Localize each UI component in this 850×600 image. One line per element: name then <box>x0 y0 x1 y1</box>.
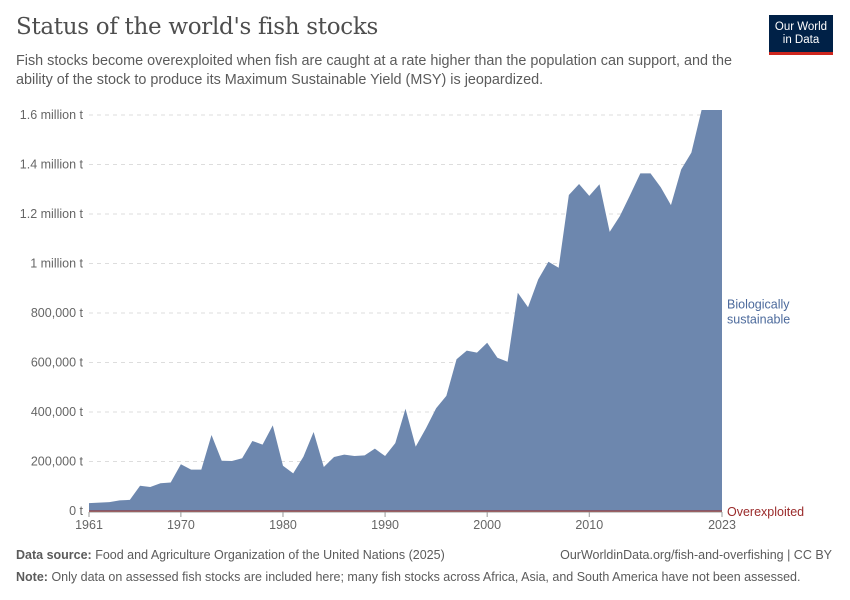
x-tick-label: 2010 <box>575 518 603 532</box>
series-label-biologically-sustainable: Biologically <box>727 298 790 312</box>
y-tick-label: 1 million t <box>30 257 83 271</box>
x-tick-label: 1980 <box>269 518 297 532</box>
chart-title: Status of the world's fish stocks <box>16 14 378 40</box>
chart-subtitle: Fish stocks become overexploited when fi… <box>16 53 732 88</box>
x-tick-label: 2000 <box>473 518 501 532</box>
x-tick-label: 1970 <box>167 518 195 532</box>
y-tick-label: 1.2 million t <box>20 207 84 221</box>
x-tick-label: 1990 <box>371 518 399 532</box>
data-source: Data source: Food and Agriculture Organi… <box>16 548 445 562</box>
note-text: Only data on assessed fish stocks are in… <box>51 570 801 584</box>
y-tick-label: 800,000 t <box>31 306 84 320</box>
logo-line-2: in Data <box>782 33 820 46</box>
y-tick-label: 600,000 t <box>31 356 84 370</box>
series-label-overexploited: Overexploited <box>727 505 804 519</box>
y-tick-label: 1.4 million t <box>20 158 84 172</box>
note-label: Note: <box>16 570 48 584</box>
owid-logo[interactable]: Our World in Data <box>769 15 833 55</box>
x-tick-label: 2023 <box>708 518 736 532</box>
note: Note: Only data on assessed fish stocks … <box>16 570 800 584</box>
series-label-biologically-sustainable: sustainable <box>727 313 790 327</box>
x-tick-label: 1961 <box>75 518 103 532</box>
area-biologically-sustainable <box>89 110 722 512</box>
source-label: Data source: <box>16 548 92 562</box>
area-chart: 0 t 200,000 t 400,000 t 600,000 t 800,000 t 1… <box>20 108 804 532</box>
y-tick-label: 0 t <box>69 504 83 518</box>
source-url-link[interactable]: OurWorldinData.org/fish-and-overfishing … <box>560 548 832 562</box>
source-text: Food and Agriculture Organization of the… <box>95 548 445 562</box>
logo-line-1: Our World <box>774 21 828 33</box>
y-tick-label: 200,000 t <box>31 455 84 469</box>
y-tick-label: 1.6 million t <box>20 108 84 122</box>
y-tick-label: 400,000 t <box>31 405 84 419</box>
